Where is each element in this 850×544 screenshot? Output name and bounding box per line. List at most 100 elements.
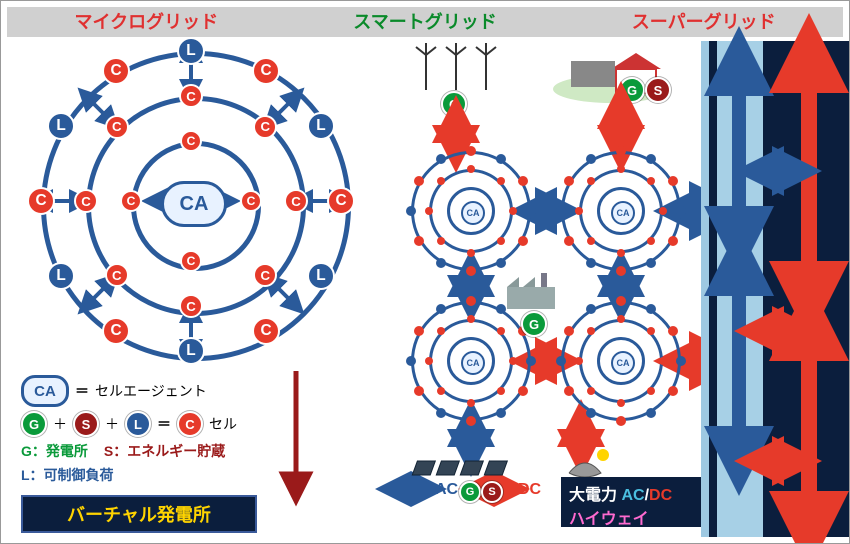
microgrid-cluster: CA LCLCLCLCLCLCCCCCCCCCCCCC (11, 41, 371, 361)
highway-label-box: 大電力 AC/DC ハイウェイ (561, 477, 701, 527)
header-smart: スマートグリッド (286, 7, 565, 37)
cluster-node (518, 236, 528, 246)
cluster-node (414, 326, 424, 336)
hwy-dc: DC (649, 487, 672, 504)
cluster-node (575, 207, 583, 215)
grid-node: C (327, 187, 355, 215)
panels-s-badge: S (481, 481, 503, 503)
cluster-node (466, 266, 476, 276)
header-band: マイクログリッド スマートグリッド スーパーグリッド (7, 7, 843, 37)
cluster-ca: CA (461, 201, 485, 225)
cluster-node (668, 236, 678, 246)
ca-center: CA (161, 181, 227, 227)
s-icon: S (73, 411, 99, 437)
cluster-node (646, 304, 656, 314)
smartgrid-cluster: CA (561, 151, 681, 271)
cluster-node (526, 356, 536, 366)
cluster-node (414, 176, 424, 186)
grid-node: C (105, 115, 129, 139)
eq2: ＝ (157, 414, 171, 434)
cluster-node (647, 177, 655, 185)
ac-label: AC (435, 481, 458, 499)
grid-node: C (179, 294, 203, 318)
panels-g-badge: G (459, 481, 481, 503)
cluster-node (616, 146, 626, 156)
grid-node: C (252, 317, 280, 345)
cluster-node (564, 236, 574, 246)
ca-pill-icon: CA (21, 375, 69, 407)
factory-icon (501, 273, 561, 313)
cluster-node (497, 327, 505, 335)
g-icon: G (21, 411, 47, 437)
cluster-node (414, 386, 424, 396)
cluster-ca: CA (611, 201, 635, 225)
cluster-node (668, 326, 678, 336)
cluster-node (556, 356, 566, 366)
cluster-node (467, 315, 475, 323)
cluster-node (676, 206, 686, 216)
cluster-node (617, 165, 625, 173)
smartgrid-cluster: CA (411, 151, 531, 271)
grid-node: C (74, 189, 98, 213)
grid-node: L (307, 112, 335, 140)
grid-node: C (240, 190, 262, 212)
hwy-line1: 大電力 (569, 487, 617, 504)
grid-node: C (284, 189, 308, 213)
grid-node: C (105, 263, 129, 287)
cluster-node (586, 258, 596, 268)
l-icon: L (125, 411, 151, 437)
factory-g-badge: G (521, 311, 547, 337)
cluster-node (436, 258, 446, 268)
cluster-node (564, 176, 574, 186)
cluster-node (668, 176, 678, 186)
cluster-node (616, 266, 626, 276)
cluster-node (414, 236, 424, 246)
cluster-node (436, 304, 446, 314)
cluster-node (497, 237, 505, 245)
header-micro: マイクログリッド (7, 7, 286, 37)
ca-center-label: CA (180, 193, 209, 216)
cluster-node (437, 237, 445, 245)
cluster-node (496, 408, 506, 418)
def-s: S：エネルギー貯蔵 (104, 441, 225, 461)
cluster-node (586, 154, 596, 164)
grid-node: L (47, 112, 75, 140)
grid-node: L (47, 262, 75, 290)
cluster-node (647, 237, 655, 245)
cluster-node (659, 357, 667, 365)
cluster-node (646, 258, 656, 268)
supergrid-highway: 大電力 AC/DC ハイウェイ (701, 41, 849, 537)
cluster-node (564, 326, 574, 336)
dc-label: DC (518, 481, 541, 499)
cluster-node (676, 356, 686, 366)
cluster-node (425, 357, 433, 365)
grid-node: C (180, 130, 202, 152)
cluster-node (497, 177, 505, 185)
def-l: L：可制御負荷 (21, 465, 114, 485)
cluster-node (466, 146, 476, 156)
cluster-node (586, 304, 596, 314)
cluster-node (436, 408, 446, 418)
cluster-node (647, 387, 655, 395)
def-g: G：発電所 (21, 441, 88, 461)
grid-node: C (120, 190, 142, 212)
cluster-node (556, 206, 566, 216)
grid-node: C (179, 84, 203, 108)
grid-node: C (102, 57, 130, 85)
cluster-node (467, 399, 475, 407)
cluster-node (467, 249, 475, 257)
cluster-node (497, 387, 505, 395)
cluster-ca: CA (611, 351, 635, 375)
vpp-box: バーチャル発電所 (21, 495, 257, 533)
smartgrid-cluster: CA (411, 301, 531, 421)
legend-eq1: ＝ (75, 381, 89, 401)
header-super: スーパーグリッド (564, 7, 843, 37)
hwy-line2: ハイウェイ (569, 511, 649, 528)
cluster-node (617, 399, 625, 407)
grid-node: C (27, 187, 55, 215)
grid-node: C (180, 250, 202, 272)
cluster-node (564, 386, 574, 396)
cluster-node (406, 206, 416, 216)
grid-node: C (253, 115, 277, 139)
c-icon: C (177, 411, 203, 437)
